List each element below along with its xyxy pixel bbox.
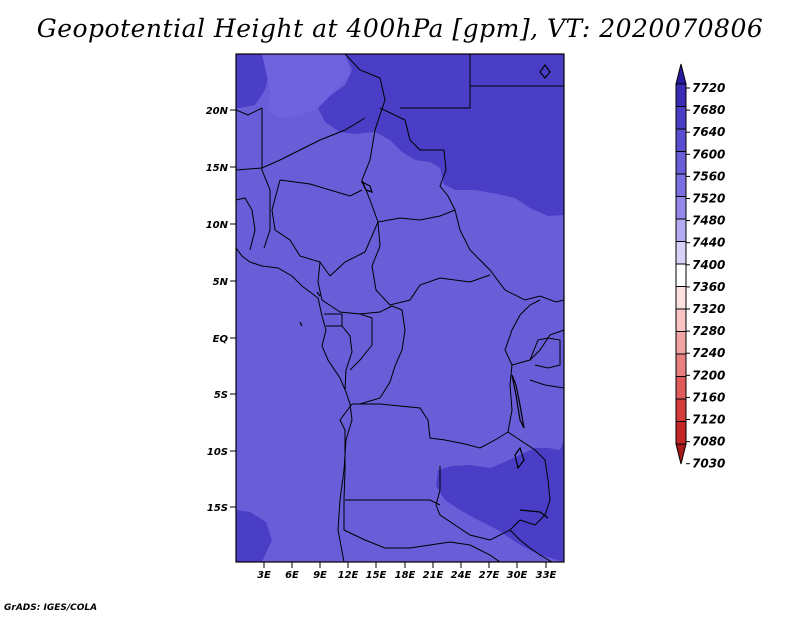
lat-tick-label: 10S [207,447,228,458]
chart-title: Geopotential Height at 400hPa [gpm], VT:… [36,14,764,43]
colorbar-label: 7160 [692,390,725,404]
lat-tick-label: 15N [206,163,229,174]
lat-tick-label: 15S [207,503,228,514]
colorbar-label: 7280 [692,324,725,338]
colorbar-label: 7440 [692,236,725,250]
colorbar-label: 7320 [692,302,725,316]
lon-tick-label: 24E [451,570,472,581]
lon-tick-label: 27E [479,570,500,581]
colorbar-label: 7520 [692,192,725,206]
colorbar-label: 7640 [692,125,725,139]
height-field-nw-high [236,54,270,108]
lon-tick-label: 15E [366,570,387,581]
lon-tick-label: 21E [423,570,444,581]
colorbar-swatch [675,173,687,197]
colorbar-swatch [675,308,687,332]
colorbar-label: 7680 [692,103,725,117]
grads-credit: GrADS: IGES/COLA [4,603,98,613]
lat-axis: 20N 15N 10N 5N EQ 5S 10S 15S [206,106,236,514]
colorbar: 7720 7680 7640 7600 7560 7520 7480 7440 7400 7360… [675,63,725,471]
colorbar-label: 7030 [692,457,725,471]
height-field-light-north [262,54,350,118]
map-panel [236,54,564,562]
colorbar-swatch [675,151,687,175]
colorbar-swatch [675,263,687,287]
lat-tick-label: 10N [206,220,229,231]
colorbar-swatch [675,421,687,445]
lon-axis: 3E 6E 9E 12E 15E 18E 21E 24E 27E 30E 33E [257,562,557,581]
lon-tick-label: 12E [338,570,359,581]
colorbar-label: 7720 [692,81,725,95]
lon-tick-label: 30E [507,570,528,581]
colorbar-swatch [675,196,687,220]
colorbar-label: 7200 [692,368,725,382]
lon-tick-label: 6E [285,570,299,581]
colorbar-top-arrow [675,63,687,85]
lon-tick-label: 3E [257,570,271,581]
colorbar-label: 7360 [692,280,725,294]
lat-tick-label: 5S [214,390,228,401]
lat-tick-label: 20N [206,106,229,117]
colorbar-label: 7600 [692,147,725,161]
colorbar-swatch [675,376,687,400]
colorbar-label: 7240 [692,346,725,360]
lat-tick-label: EQ [213,334,229,345]
height-field-ne-high [318,54,564,216]
lon-tick-label: 9E [313,570,327,581]
colorbar-swatch [675,398,687,422]
height-field-se-high [436,440,564,562]
lakes [299,63,551,519]
colorbar-label: 7480 [692,214,725,228]
colorbar-swatch [675,83,687,107]
country-borders [236,54,564,562]
colorbar-label: 7080 [692,435,725,449]
height-field-sw-high [236,510,272,562]
lat-tick-label: 5N [213,277,229,288]
map-frame [235,53,565,563]
lon-tick-label: 18E [395,570,416,581]
colorbar-swatch [675,218,687,242]
colorbar-swatch [675,353,687,377]
colorbar-swatch [675,106,687,130]
colorbar-swatch [675,286,687,310]
colorbar-label: 7560 [692,169,725,183]
colorbar-swatch [675,128,687,152]
colorbar-label: 7400 [692,258,725,272]
colorbar-swatch [675,331,687,355]
lon-tick-label: 33E [536,570,557,581]
colorbar-bottom-arrow [675,443,687,465]
colorbar-label: 7120 [692,413,725,427]
colorbar-swatch [675,241,687,265]
